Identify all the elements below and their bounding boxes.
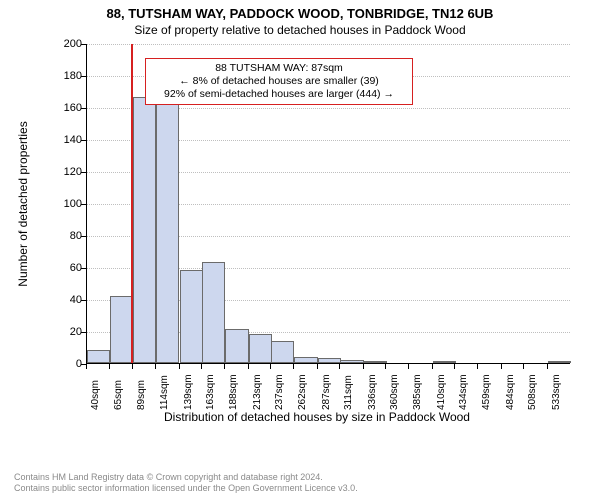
histogram-bar bbox=[318, 358, 341, 363]
x-tick-mark bbox=[432, 364, 433, 369]
x-tick-mark bbox=[339, 364, 340, 369]
x-tick-mark bbox=[179, 364, 180, 369]
y-tick-label: 120 bbox=[52, 166, 82, 178]
histogram-bar bbox=[202, 262, 225, 363]
attribution-line: Contains HM Land Registry data © Crown c… bbox=[14, 472, 358, 483]
y-tick-label: 40 bbox=[52, 294, 82, 306]
histogram-bar bbox=[340, 360, 363, 363]
x-tick-label: 139sqm bbox=[183, 374, 194, 410]
x-tick-mark bbox=[201, 364, 202, 369]
x-tick-label: 188sqm bbox=[228, 374, 239, 410]
y-tick-label: 100 bbox=[52, 198, 82, 210]
y-axis-title: Number of detached properties bbox=[16, 121, 30, 286]
x-tick-mark bbox=[248, 364, 249, 369]
y-tick-label: 200 bbox=[52, 38, 82, 50]
x-tick-mark bbox=[547, 364, 548, 369]
attribution-line: Contains public sector information licen… bbox=[14, 483, 358, 494]
x-tick-label: 89sqm bbox=[136, 380, 147, 410]
y-tick-label: 20 bbox=[52, 326, 82, 338]
x-tick-label: 360sqm bbox=[389, 374, 400, 410]
histogram-bar bbox=[548, 361, 571, 363]
histogram-bar bbox=[271, 341, 294, 363]
x-tick-label: 410sqm bbox=[436, 374, 447, 410]
callout-line: 88 TUTSHAM WAY: 87sqm bbox=[152, 62, 406, 75]
x-tick-mark bbox=[523, 364, 524, 369]
y-tick-label: 180 bbox=[52, 70, 82, 82]
x-tick-label: 163sqm bbox=[205, 374, 216, 410]
x-tick-label: 262sqm bbox=[297, 374, 308, 410]
y-tick-label: 140 bbox=[52, 134, 82, 146]
histogram-bar bbox=[133, 97, 156, 363]
callout-line: ← 8% of detached houses are smaller (39) bbox=[152, 75, 406, 88]
histogram-bar bbox=[249, 334, 272, 363]
histogram-bar bbox=[87, 350, 110, 363]
histogram-bar bbox=[180, 270, 203, 363]
x-tick-label: 40sqm bbox=[90, 380, 101, 410]
histogram-bar bbox=[156, 101, 179, 363]
x-tick-mark bbox=[293, 364, 294, 369]
x-tick-mark bbox=[155, 364, 156, 369]
x-tick-label: 114sqm bbox=[159, 375, 170, 410]
histogram-bar bbox=[364, 361, 387, 363]
x-tick-mark bbox=[501, 364, 502, 369]
x-tick-mark bbox=[408, 364, 409, 369]
x-tick-mark bbox=[132, 364, 133, 369]
x-tick-mark bbox=[454, 364, 455, 369]
x-tick-mark bbox=[317, 364, 318, 369]
plot-region: 88 TUTSHAM WAY: 87sqm← 8% of detached ho… bbox=[86, 44, 570, 364]
x-tick-label: 336sqm bbox=[367, 374, 378, 410]
x-tick-label: 484sqm bbox=[505, 374, 516, 410]
histogram-bar bbox=[433, 361, 456, 363]
x-tick-label: 434sqm bbox=[458, 374, 469, 410]
x-tick-mark bbox=[363, 364, 364, 369]
x-tick-label: 459sqm bbox=[481, 374, 492, 410]
x-tick-label: 385sqm bbox=[412, 374, 423, 410]
y-tick-label: 0 bbox=[52, 358, 82, 370]
x-tick-mark bbox=[224, 364, 225, 369]
histogram-bar bbox=[294, 357, 317, 363]
callout-line: 92% of semi-detached houses are larger (… bbox=[152, 88, 406, 101]
x-tick-label: 237sqm bbox=[274, 374, 285, 410]
attribution: Contains HM Land Registry data © Crown c… bbox=[14, 472, 358, 495]
chart-area: Number of detached properties 0204060801… bbox=[52, 44, 582, 424]
reference-line bbox=[131, 44, 133, 363]
callout-box: 88 TUTSHAM WAY: 87sqm← 8% of detached ho… bbox=[145, 58, 413, 105]
histogram-bar bbox=[225, 329, 248, 363]
x-tick-label: 213sqm bbox=[252, 374, 263, 410]
x-tick-label: 533sqm bbox=[551, 374, 562, 410]
x-tick-mark bbox=[109, 364, 110, 369]
x-tick-label: 65sqm bbox=[113, 380, 124, 410]
chart-title: 88, TUTSHAM WAY, PADDOCK WOOD, TONBRIDGE… bbox=[0, 6, 600, 21]
x-tick-label: 508sqm bbox=[527, 374, 538, 410]
grid-line bbox=[87, 44, 570, 45]
x-tick-label: 287sqm bbox=[321, 374, 332, 410]
x-tick-mark bbox=[385, 364, 386, 369]
x-tick-label: 311sqm bbox=[343, 375, 354, 410]
x-tick-mark bbox=[477, 364, 478, 369]
y-tick-label: 60 bbox=[52, 262, 82, 274]
y-tick-label: 160 bbox=[52, 102, 82, 114]
x-tick-mark bbox=[86, 364, 87, 369]
x-tick-mark bbox=[270, 364, 271, 369]
x-axis-title: Distribution of detached houses by size … bbox=[52, 410, 582, 424]
y-tick-label: 80 bbox=[52, 230, 82, 242]
chart-subtitle: Size of property relative to detached ho… bbox=[0, 23, 600, 37]
